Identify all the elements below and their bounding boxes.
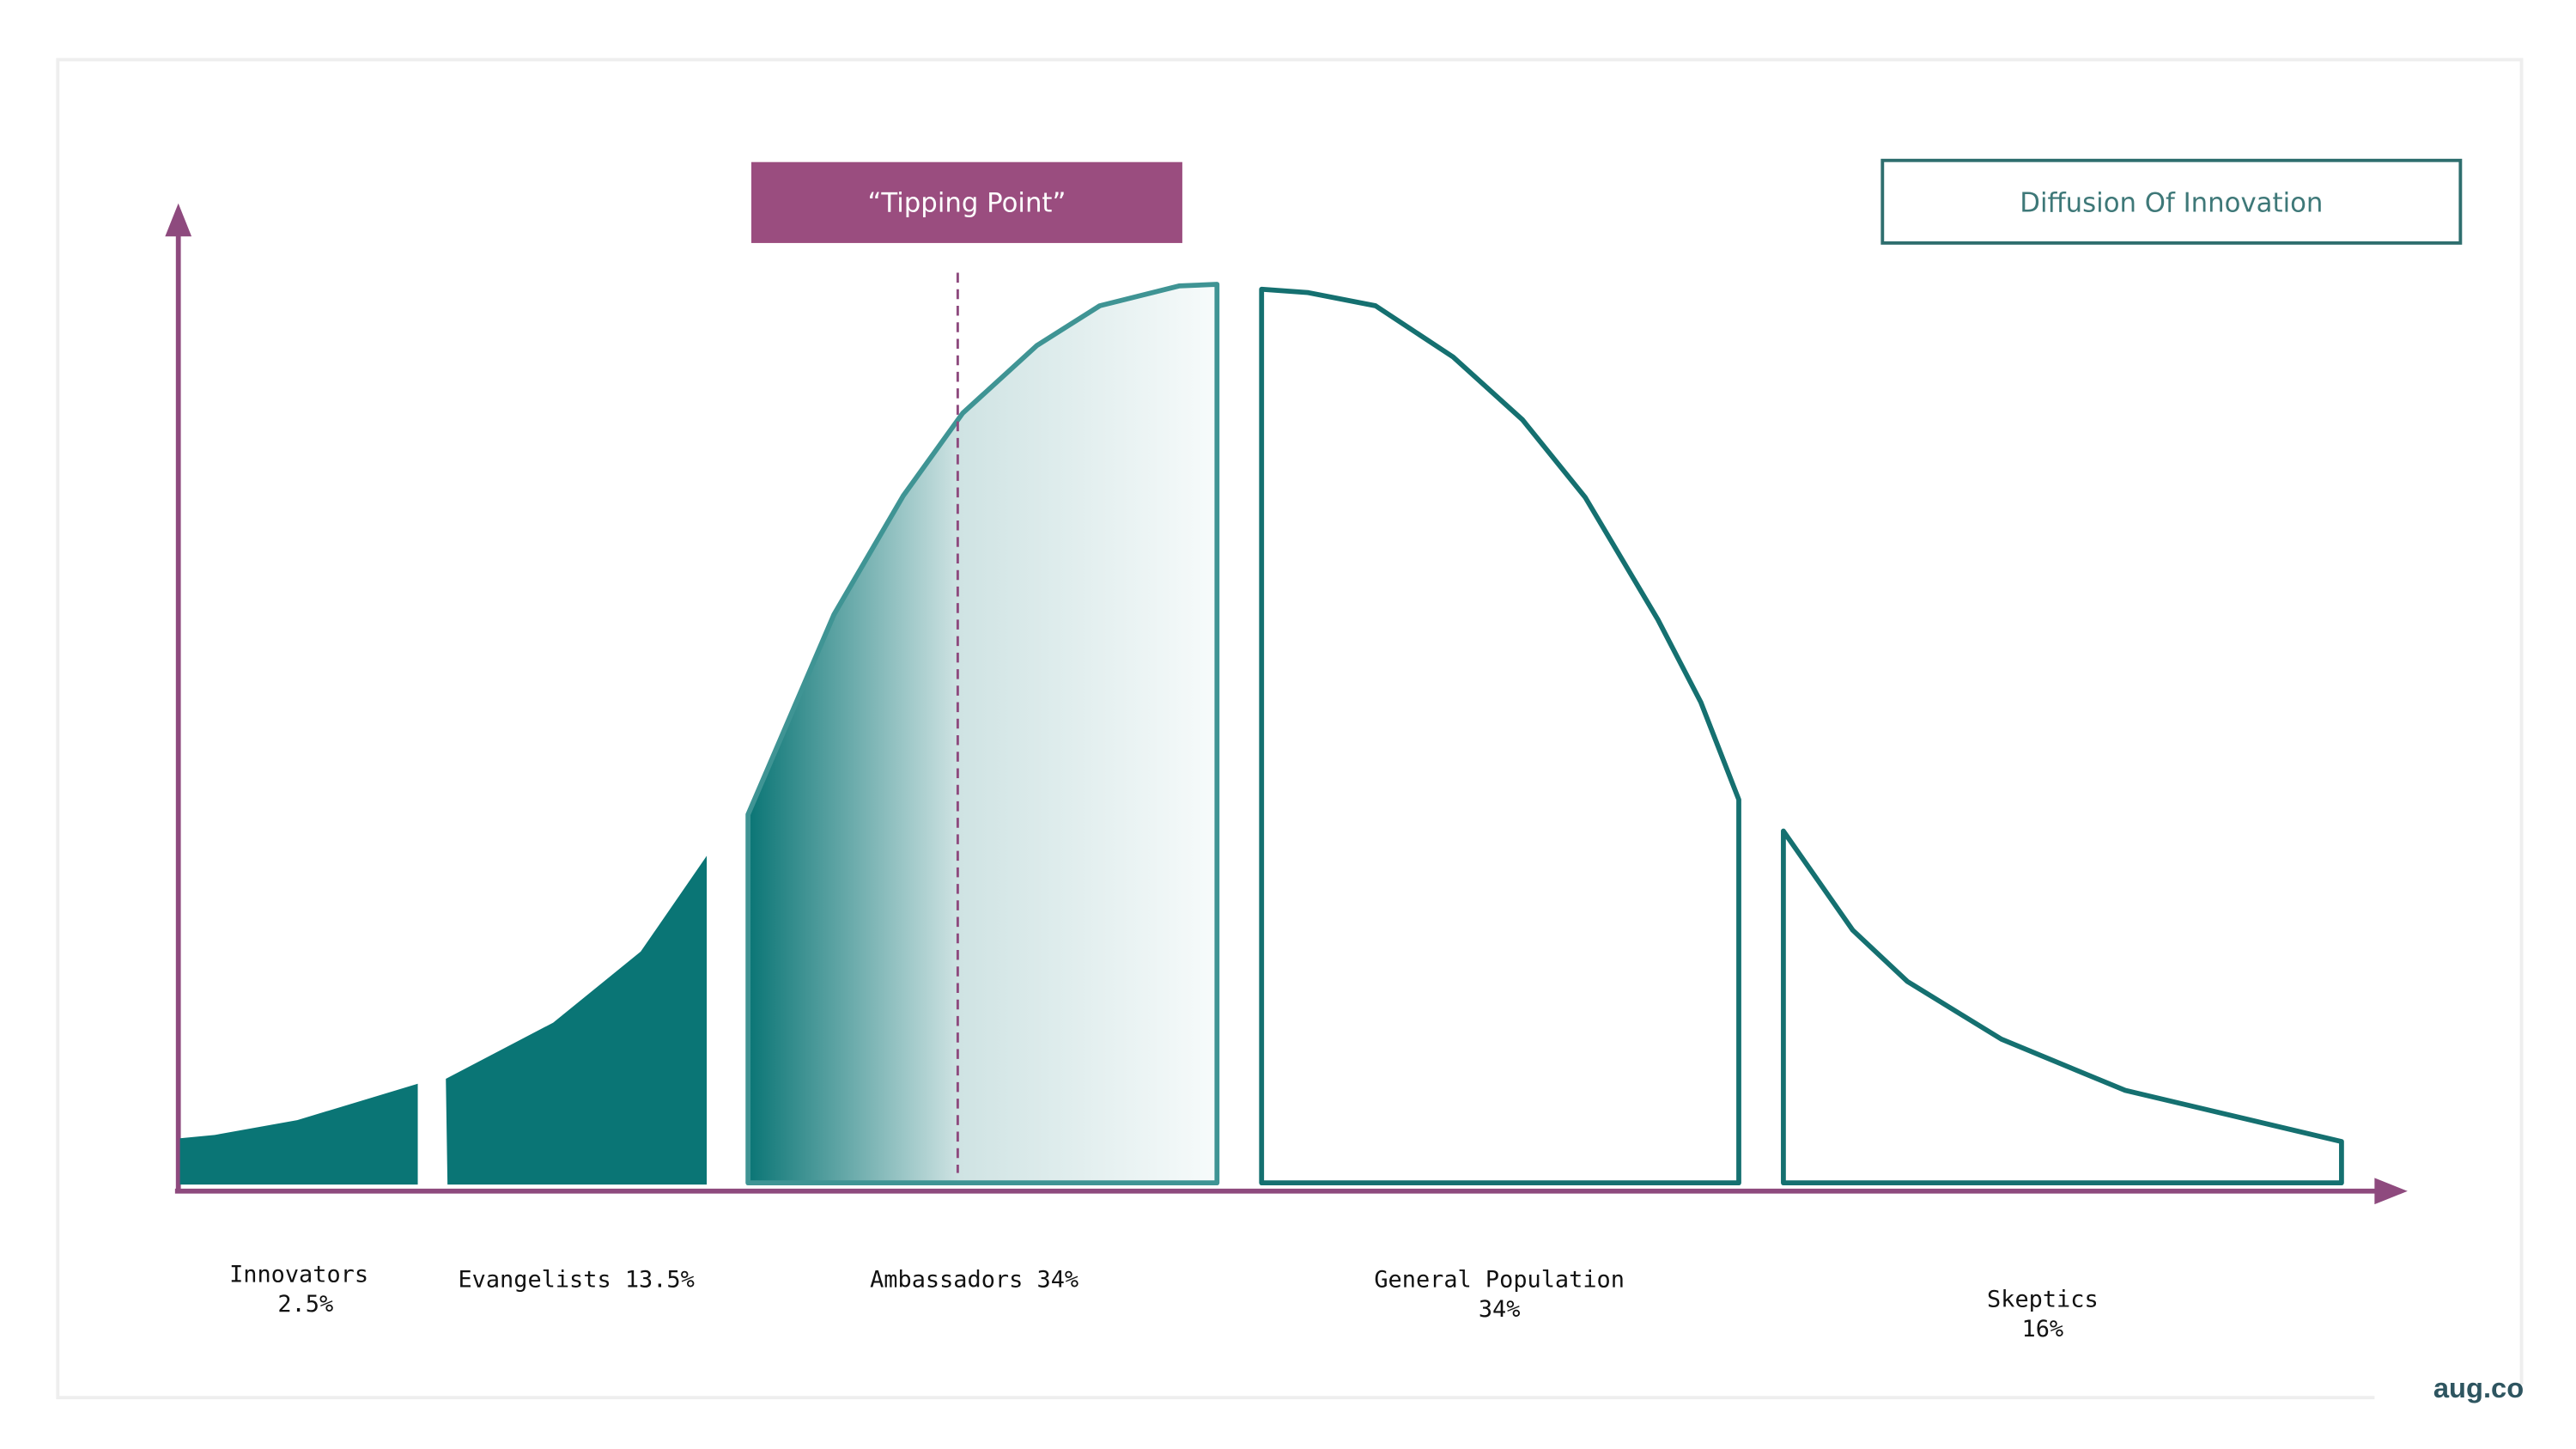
general-population-area [1259, 286, 1741, 1186]
x-axis-arrow-icon [2374, 1178, 2408, 1205]
innovators-area [179, 1083, 418, 1185]
evangelists-label: Evangelists 13.5% [458, 1266, 694, 1293]
general-population-label: General Population [1374, 1266, 1625, 1293]
innovators-percent: 2.5% [277, 1291, 333, 1318]
tipping-point-label: “Tipping Point” [867, 187, 1066, 218]
y-axis-arrow-icon [165, 203, 192, 237]
skeptics-label: Skeptics [1987, 1286, 2099, 1312]
evangelists-area [446, 855, 708, 1185]
frame [56, 58, 2524, 1400]
innovators-label: Innovators [229, 1262, 368, 1288]
brand-logo: aug.co [2433, 1372, 2524, 1403]
tipping-point-badge: “Tipping Point” [751, 161, 1182, 243]
skeptics-percent: 16% [2022, 1316, 2064, 1342]
title-label: Diffusion Of Innovation [2020, 187, 2323, 218]
skeptics-area [1781, 828, 2344, 1186]
general-population-percent: 34% [1479, 1296, 1521, 1323]
ambassadors-area [745, 282, 1220, 1186]
ambassadors-label: Ambassadors 34% [870, 1266, 1078, 1293]
title-box: Diffusion Of Innovation [1880, 158, 2463, 245]
